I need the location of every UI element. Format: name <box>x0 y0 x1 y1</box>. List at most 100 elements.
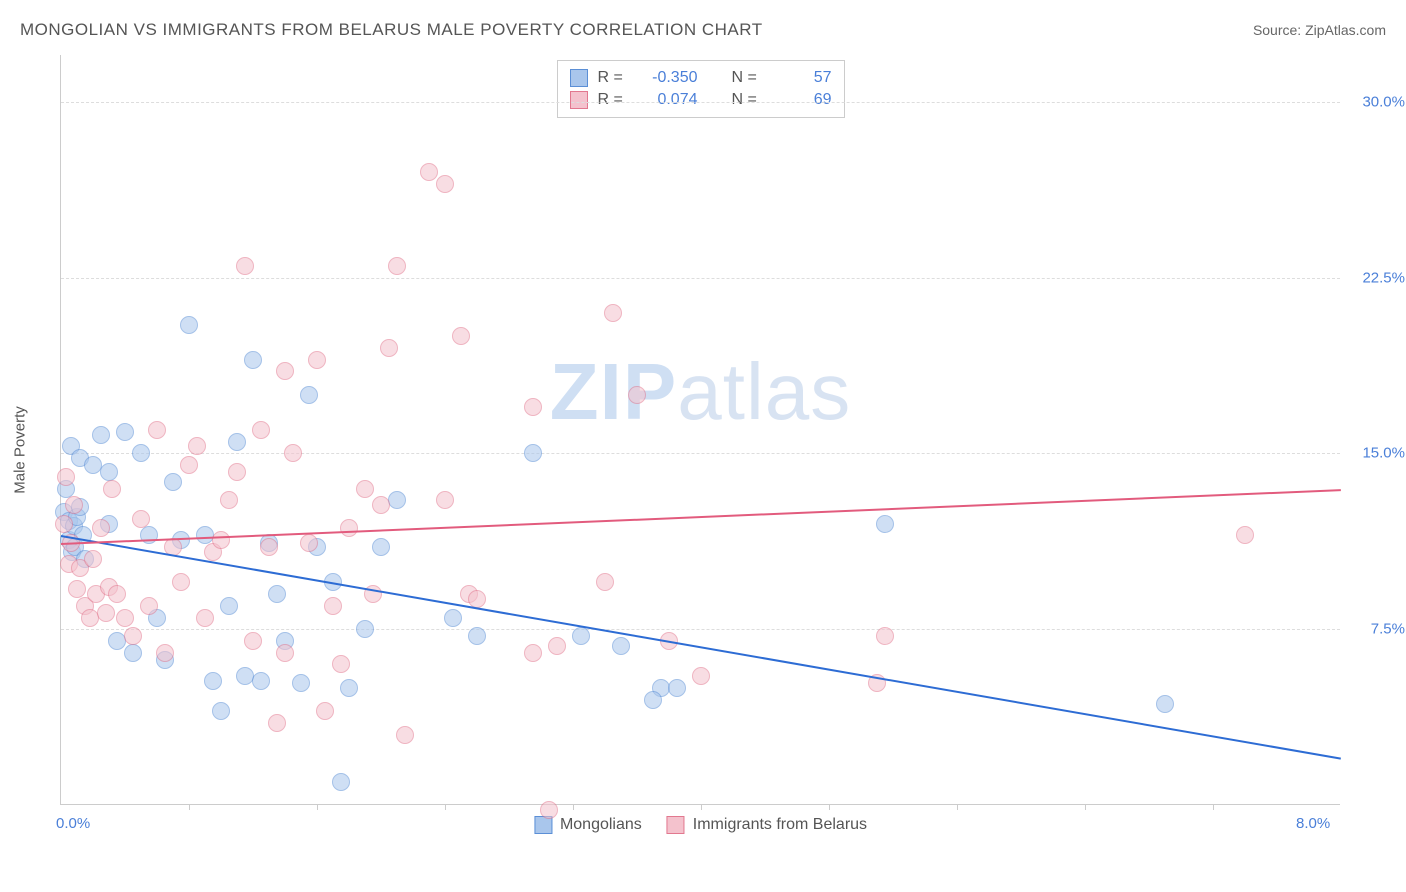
scatter-point <box>628 386 646 404</box>
scatter-point <box>244 351 262 369</box>
scatter-point <box>108 585 126 603</box>
x-tick <box>957 804 958 810</box>
scatter-point <box>268 585 286 603</box>
scatter-point <box>180 456 198 474</box>
x-tick <box>573 804 574 810</box>
plot-area: ZIPatlas R =-0.350N =57R =0.074N =69 Mon… <box>60 55 1340 805</box>
scatter-point <box>172 573 190 591</box>
scatter-point <box>876 627 894 645</box>
scatter-point <box>452 327 470 345</box>
legend-swatch <box>534 816 552 834</box>
x-tick <box>189 804 190 810</box>
scatter-point <box>252 672 270 690</box>
scatter-point <box>468 590 486 608</box>
x-tick <box>317 804 318 810</box>
y-axis-label: Male Poverty <box>12 406 29 494</box>
scatter-point <box>300 386 318 404</box>
scatter-point <box>548 637 566 655</box>
scatter-point <box>212 702 230 720</box>
scatter-point <box>604 304 622 322</box>
x-tick <box>701 804 702 810</box>
x-tick <box>829 804 830 810</box>
scatter-point <box>644 691 662 709</box>
legend-swatch <box>570 91 588 109</box>
source-credit: Source: ZipAtlas.com <box>1253 22 1386 38</box>
legend-n-value: 57 <box>772 69 832 87</box>
scatter-point <box>572 627 590 645</box>
chart-title: MONGOLIAN VS IMMIGRANTS FROM BELARUS MAL… <box>20 20 763 40</box>
scatter-point <box>596 573 614 591</box>
x-tick <box>1213 804 1214 810</box>
scatter-point <box>116 609 134 627</box>
scatter-point <box>332 773 350 791</box>
scatter-point <box>668 679 686 697</box>
scatter-point <box>140 597 158 615</box>
correlation-legend: R =-0.350N =57R =0.074N =69 <box>557 60 845 118</box>
scatter-point <box>220 491 238 509</box>
scatter-point <box>204 672 222 690</box>
legend-swatch <box>570 69 588 87</box>
y-tick-label: 30.0% <box>1345 93 1405 110</box>
legend-r-value: 0.074 <box>638 91 698 109</box>
legend-r-value: -0.350 <box>638 69 698 87</box>
legend-r-label: R = <box>598 69 628 87</box>
scatter-point <box>524 398 542 416</box>
scatter-point <box>436 491 454 509</box>
scatter-point <box>260 538 278 556</box>
gridline <box>61 453 1340 454</box>
legend-row: R =0.074N =69 <box>570 89 832 111</box>
watermark: ZIPatlas <box>550 346 851 438</box>
gridline <box>61 102 1340 103</box>
scatter-point <box>100 463 118 481</box>
scatter-point <box>380 339 398 357</box>
legend-label: Mongolians <box>560 816 642 834</box>
scatter-point <box>276 644 294 662</box>
legend-swatch <box>667 816 685 834</box>
x-tick <box>1085 804 1086 810</box>
legend-label: Immigrants from Belarus <box>693 816 867 834</box>
gridline <box>61 278 1340 279</box>
scatter-point <box>316 702 334 720</box>
scatter-point <box>84 550 102 568</box>
scatter-point <box>116 423 134 441</box>
scatter-point <box>332 655 350 673</box>
scatter-point <box>420 163 438 181</box>
legend-n-label: N = <box>732 69 762 87</box>
chart-container: Male Poverty ZIPatlas R =-0.350N =57R =0… <box>50 55 1390 845</box>
scatter-point <box>372 496 390 514</box>
legend-n-label: N = <box>732 91 762 109</box>
y-tick-label: 22.5% <box>1345 269 1405 286</box>
x-tick-label: 0.0% <box>56 815 90 832</box>
scatter-point <box>124 627 142 645</box>
scatter-point <box>356 620 374 638</box>
scatter-point <box>65 496 83 514</box>
legend-n-value: 69 <box>772 91 832 109</box>
y-tick-label: 15.0% <box>1345 445 1405 462</box>
x-tick-label: 8.0% <box>1296 815 1330 832</box>
scatter-point <box>132 444 150 462</box>
scatter-point <box>1156 695 1174 713</box>
watermark-light: atlas <box>677 347 851 436</box>
scatter-point <box>228 463 246 481</box>
scatter-point <box>236 257 254 275</box>
scatter-point <box>444 609 462 627</box>
scatter-point <box>196 609 214 627</box>
scatter-point <box>97 604 115 622</box>
scatter-point <box>876 515 894 533</box>
scatter-point <box>228 433 246 451</box>
scatter-point <box>124 644 142 662</box>
scatter-point <box>68 580 86 598</box>
scatter-point <box>132 510 150 528</box>
scatter-point <box>300 534 318 552</box>
scatter-point <box>92 519 110 537</box>
scatter-point <box>180 316 198 334</box>
gridline <box>61 629 1340 630</box>
y-tick-label: 7.5% <box>1345 621 1405 638</box>
scatter-point <box>340 519 358 537</box>
legend-item: Immigrants from Belarus <box>667 816 867 834</box>
scatter-point <box>524 644 542 662</box>
trend-line <box>61 489 1341 545</box>
scatter-point <box>524 444 542 462</box>
scatter-point <box>140 526 158 544</box>
legend-item: Mongolians <box>534 816 642 834</box>
